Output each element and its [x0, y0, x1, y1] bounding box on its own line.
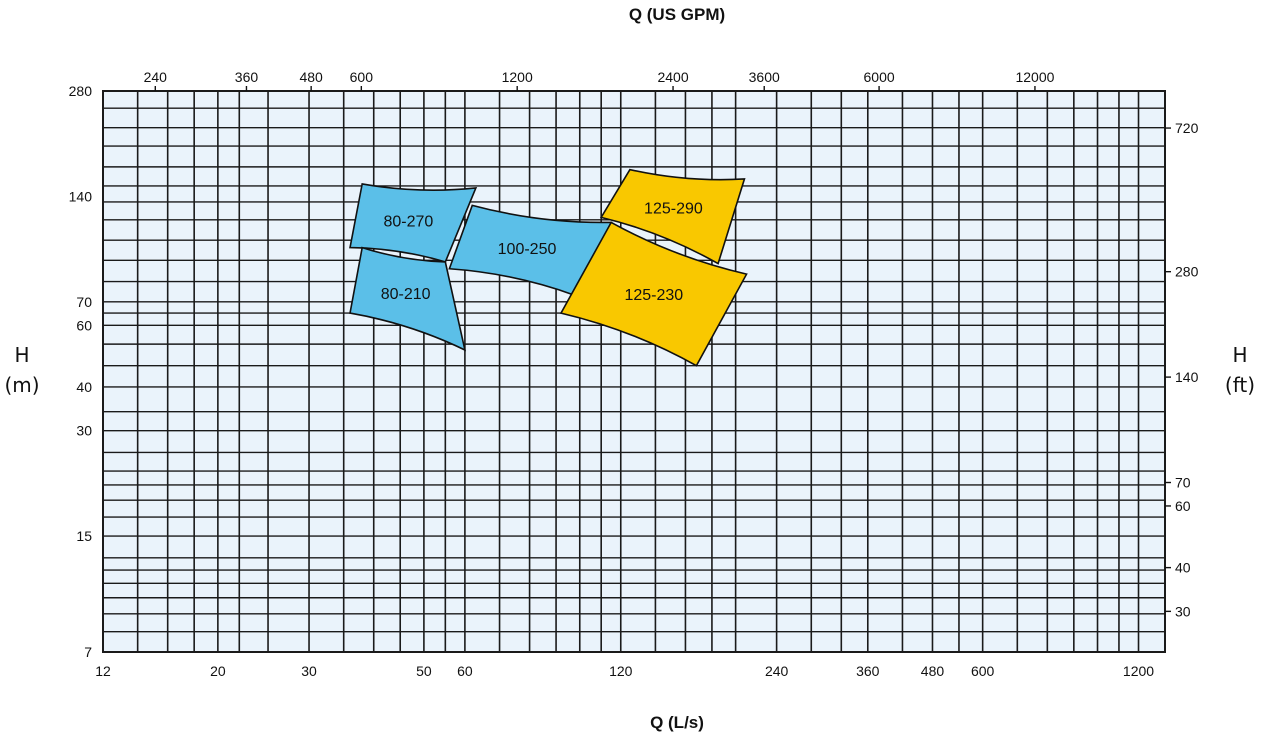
y-left-tick-label: 280	[69, 83, 93, 99]
y-right-tick-label: 40	[1175, 560, 1191, 576]
y-right-tick-label: 140	[1175, 369, 1199, 385]
pump-region-label: 80-210	[381, 286, 431, 303]
bottom-axis-title: Q (L/s)	[650, 713, 704, 732]
top-axis-title: Q (US GPM)	[629, 5, 725, 24]
ticks: 12 20 30 50 60 120 240 360 480 600 1200 240 360 480 60…	[69, 69, 1199, 679]
pump-region-label: 80-270	[383, 213, 433, 230]
y-right-tick-label: 70	[1175, 475, 1191, 491]
x-top-tick-label: 3600	[749, 69, 780, 85]
y-left-tick-label: 30	[76, 423, 92, 439]
y-right-tick-label: 60	[1175, 498, 1191, 514]
x-top-tick-label: 12000	[1015, 69, 1054, 85]
x-top-tick-label: 480	[299, 69, 323, 85]
y-left-tick-label: 140	[69, 188, 93, 204]
x-bottom-tick-label: 120	[609, 663, 633, 679]
pump-region-125-230	[559, 221, 748, 367]
x-bottom-tick-label: 240	[765, 663, 789, 679]
pump-region-125-290	[599, 168, 746, 265]
right-axis-title-symbol: H	[1232, 343, 1247, 367]
y-left-tick-label: 70	[76, 294, 92, 310]
x-top-tick-label: 6000	[864, 69, 895, 85]
y-right-tick-label: 280	[1175, 264, 1199, 280]
x-bottom-tick-label: 50	[416, 663, 432, 679]
left-axis-title-unit: (m)	[4, 373, 39, 397]
x-bottom-tick-label: 20	[210, 663, 226, 679]
x-bottom-tick-label: 480	[921, 663, 945, 679]
y-left-tick-label: 60	[76, 317, 92, 333]
pump-region-label: 100-250	[498, 241, 557, 258]
x-bottom-tick-label: 600	[971, 663, 995, 679]
left-axis-title-symbol: H	[14, 343, 29, 367]
pump-regions: 80-270 80-210 100-250 125-290 125-230	[349, 168, 748, 367]
pump-region-80-270	[349, 182, 478, 263]
y-left-tick-label: 40	[76, 379, 92, 395]
x-top-tick-label: 600	[350, 69, 374, 85]
x-bottom-tick-label: 360	[856, 663, 880, 679]
x-bottom-tick-label: 12	[95, 663, 111, 679]
x-top-tick-label: 2400	[657, 69, 688, 85]
grid	[103, 91, 1165, 652]
x-bottom-tick-label: 30	[301, 663, 317, 679]
y-left-tick-label: 7	[84, 644, 92, 660]
plot-frame	[102, 90, 1166, 653]
right-axis-title-unit: (ft)	[1225, 373, 1255, 397]
x-top-tick-label: 240	[144, 69, 168, 85]
x-top-tick-label: 1200	[502, 69, 533, 85]
x-bottom-tick-label: 60	[457, 663, 473, 679]
y-right-tick-label: 30	[1175, 603, 1191, 619]
pump-region-80-210	[349, 246, 467, 352]
x-top-tick-label: 360	[235, 69, 259, 85]
x-bottom-tick-label: 1200	[1123, 663, 1154, 679]
pump-region-label: 125-230	[624, 287, 683, 304]
y-right-tick-label: 720	[1175, 120, 1199, 136]
y-left-tick-label: 15	[76, 528, 92, 544]
pump-region-label: 125-290	[644, 200, 703, 217]
